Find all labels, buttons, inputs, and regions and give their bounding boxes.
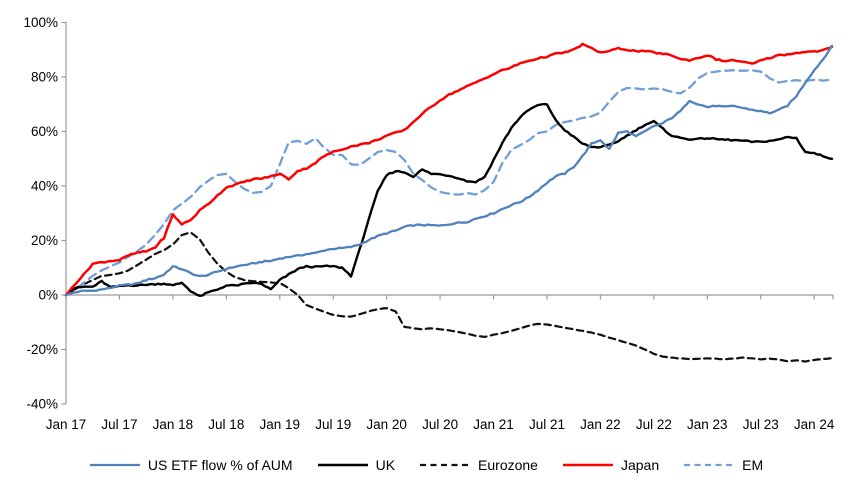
y-axis-label: 80%	[31, 70, 58, 85]
legend-label: Japan	[620, 457, 660, 473]
x-axis-label: Jan 24	[794, 417, 835, 432]
y-axis-label: -40%	[26, 397, 58, 412]
x-axis-label: Jan 23	[687, 417, 728, 432]
series-line-japan	[64, 42, 834, 297]
x-axis-label: Jul 18	[208, 417, 244, 432]
series-line-eurozone	[64, 231, 834, 363]
legend-swatch-japan	[562, 463, 613, 467]
legend-swatch-uk	[317, 463, 368, 467]
x-axis-label: Jan 18	[153, 417, 194, 432]
legend-swatch-eurozone	[420, 463, 471, 467]
series-line-us-etf-flow-of-aum	[64, 44, 834, 297]
legend-item-japan: Japan	[562, 457, 659, 473]
x-axis-label: Jul 22	[636, 417, 672, 432]
y-axis-label: 60%	[31, 124, 58, 139]
x-axis-label: Jul 20	[422, 417, 458, 432]
x-axis-label: Jan 21	[473, 417, 514, 432]
legend-label: UK	[375, 457, 396, 473]
x-axis-label: Jul 23	[743, 417, 779, 432]
chart-legend: US ETF flow % of AUM UK Eurozone Japan EM	[0, 457, 852, 473]
x-axis-label: Jul 21	[529, 417, 565, 432]
x-axis-label: Jan 19	[259, 417, 300, 432]
y-axis-label: 100%	[23, 15, 58, 30]
x-axis-label: Jan 20	[366, 417, 407, 432]
x-axis-label: Jul 19	[315, 417, 351, 432]
y-axis-label: -20%	[26, 342, 58, 357]
legend-item-eurozone: Eurozone	[419, 457, 538, 473]
legend-label: EM	[742, 457, 764, 473]
legend-swatch-us-etf-flow-of-aum	[89, 463, 140, 467]
legend-item-em: EM	[683, 457, 763, 473]
y-axis-label: 20%	[31, 233, 58, 248]
legend-item-uk: UK	[317, 457, 395, 473]
legend-swatch-em	[684, 463, 735, 467]
x-axis-label: Jan 17	[46, 417, 87, 432]
series-line-em	[64, 68, 834, 297]
legend-item-us-etf-flow-of-aum: US ETF flow % of AUM	[89, 457, 293, 473]
x-axis-label: Jan 22	[580, 417, 621, 432]
series-line-uk	[64, 102, 834, 297]
legend-label: Eurozone	[478, 457, 538, 473]
legend-label: US ETF flow % of AUM	[147, 457, 293, 473]
y-axis-label: 40%	[31, 179, 58, 194]
x-axis-label: Jul 17	[101, 417, 137, 432]
y-axis-label: 0%	[38, 288, 58, 303]
